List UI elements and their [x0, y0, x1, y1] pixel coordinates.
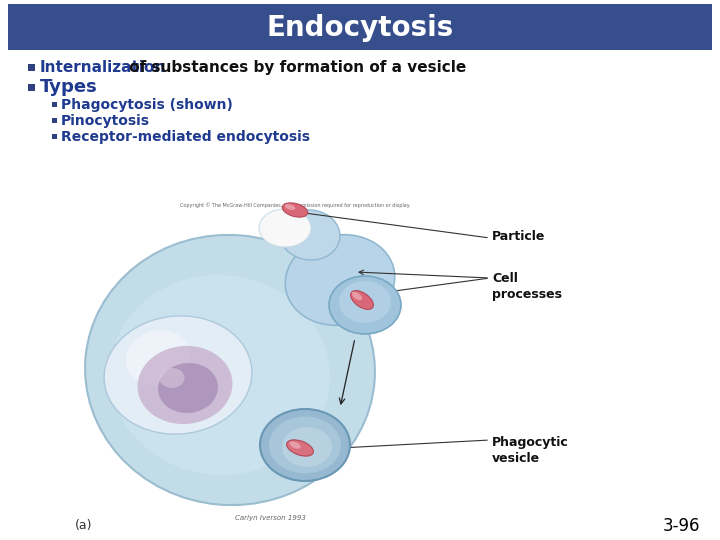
Ellipse shape — [351, 291, 374, 309]
Ellipse shape — [285, 235, 395, 325]
Ellipse shape — [259, 209, 311, 247]
Ellipse shape — [339, 281, 391, 323]
Ellipse shape — [352, 292, 362, 300]
Text: Receptor-mediated endocytosis: Receptor-mediated endocytosis — [61, 130, 310, 144]
Text: (a): (a) — [75, 519, 92, 532]
Text: Internalization: Internalization — [40, 60, 166, 75]
Bar — [52, 134, 57, 139]
Bar — [8, 4, 712, 50]
Text: Endocytosis: Endocytosis — [266, 14, 454, 42]
Ellipse shape — [329, 276, 401, 334]
Ellipse shape — [280, 210, 340, 260]
Text: of substances by formation of a vesicle: of substances by formation of a vesicle — [124, 60, 467, 75]
Text: Phagocytosis (shown): Phagocytosis (shown) — [61, 98, 233, 111]
Text: Types: Types — [40, 78, 98, 97]
Ellipse shape — [282, 203, 307, 217]
Bar — [28, 64, 35, 71]
Ellipse shape — [260, 409, 350, 481]
Ellipse shape — [284, 204, 295, 210]
Text: Particle: Particle — [492, 230, 545, 242]
Ellipse shape — [110, 275, 330, 475]
Text: Phagocytic
vesicle: Phagocytic vesicle — [492, 436, 569, 465]
Ellipse shape — [158, 363, 218, 413]
Ellipse shape — [269, 416, 341, 474]
Text: Copyright © The McGraw-Hill Companies, Inc. Permission required for reproduction: Copyright © The McGraw-Hill Companies, I… — [180, 202, 410, 208]
Text: Cell
processes: Cell processes — [492, 272, 562, 301]
Ellipse shape — [282, 427, 332, 467]
Bar — [52, 102, 57, 107]
Ellipse shape — [104, 316, 252, 434]
Bar — [28, 84, 35, 91]
Ellipse shape — [287, 440, 313, 456]
Ellipse shape — [138, 346, 233, 424]
Text: 3-96: 3-96 — [662, 517, 700, 535]
Text: Carlyn Iverson 1993: Carlyn Iverson 1993 — [235, 515, 305, 521]
Ellipse shape — [289, 441, 300, 449]
Ellipse shape — [85, 235, 375, 505]
Ellipse shape — [126, 330, 190, 386]
Text: Pinocytosis: Pinocytosis — [61, 113, 150, 127]
Bar — [52, 118, 57, 123]
Ellipse shape — [160, 368, 184, 388]
